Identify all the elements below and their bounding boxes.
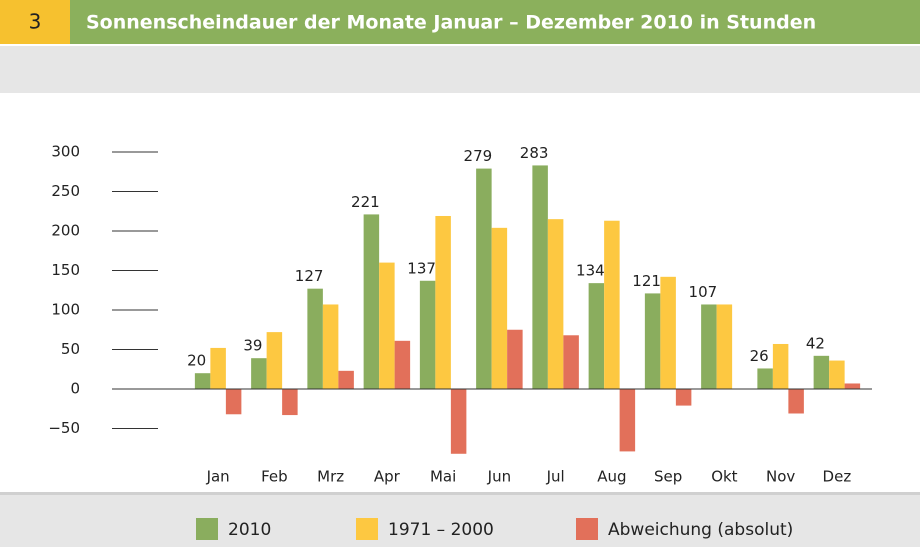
y-tick-label: 50 <box>61 340 80 358</box>
data-label: 42 <box>806 334 825 352</box>
legend-swatch <box>196 518 218 540</box>
bar <box>588 283 605 389</box>
chart-number: 3 <box>29 10 42 34</box>
bar <box>757 368 773 389</box>
bar <box>210 347 226 389</box>
bar <box>282 389 298 416</box>
bar <box>813 355 830 389</box>
bar <box>619 389 636 452</box>
x-tick-label: Jun <box>487 468 511 486</box>
bar <box>644 293 661 389</box>
bar <box>772 343 789 389</box>
bar <box>266 332 283 389</box>
data-label: 20 <box>187 352 206 370</box>
legend-swatch <box>576 518 598 540</box>
bar <box>563 335 579 389</box>
legend-label: 1971 – 2000 <box>388 520 494 540</box>
bar <box>532 165 548 389</box>
x-tick-label: Okt <box>711 468 737 486</box>
bar <box>322 304 339 389</box>
y-tick-label: 0 <box>70 380 80 398</box>
bar <box>476 168 492 389</box>
data-label: 26 <box>750 347 769 365</box>
subheader-band <box>0 46 920 93</box>
data-label: 221 <box>351 193 380 211</box>
y-tick-label: −50 <box>48 419 80 437</box>
y-tick-label: 100 <box>51 301 80 319</box>
legend-band-border <box>0 492 920 495</box>
data-label: 39 <box>243 337 262 355</box>
legend-swatch <box>356 518 378 540</box>
x-tick-label: Nov <box>766 468 795 486</box>
bar <box>660 276 676 389</box>
bar <box>701 304 717 389</box>
data-label: 283 <box>520 144 549 162</box>
bar <box>788 389 804 414</box>
bar <box>435 215 451 389</box>
bar <box>338 370 354 389</box>
data-label: 107 <box>689 283 718 301</box>
x-tick-label: Jul <box>546 468 565 486</box>
data-label: 279 <box>464 147 493 165</box>
y-tick-label: 200 <box>51 222 80 240</box>
title-bar <box>70 0 920 44</box>
x-tick-label: Apr <box>374 468 401 486</box>
x-tick-label: Sep <box>654 468 682 486</box>
x-tick-label: Mai <box>430 468 456 486</box>
bar <box>363 214 380 389</box>
x-tick-label: Dez <box>823 468 852 486</box>
bar <box>450 389 467 454</box>
bar <box>844 383 861 389</box>
bar <box>194 373 211 389</box>
bar <box>829 360 845 389</box>
bar <box>716 304 733 389</box>
x-tick-label: Feb <box>261 468 288 486</box>
bar <box>507 329 523 389</box>
bar <box>675 389 692 406</box>
legend-label: Abweichung (absolut) <box>608 520 793 540</box>
y-tick-label: 150 <box>51 261 80 279</box>
bar <box>379 262 395 389</box>
data-label: 137 <box>407 259 436 277</box>
legend-band <box>0 492 920 547</box>
y-tick-label: 250 <box>51 182 80 200</box>
bar <box>225 389 242 415</box>
y-tick-label: 300 <box>51 143 80 161</box>
bar <box>419 280 436 389</box>
data-label: 127 <box>295 267 324 285</box>
x-tick-label: Mrz <box>317 468 344 486</box>
bar <box>491 227 508 389</box>
x-tick-label: Jan <box>206 468 230 486</box>
bar <box>394 340 411 389</box>
data-label: 121 <box>632 272 661 290</box>
legend-label: 2010 <box>228 520 271 540</box>
bar <box>307 288 323 389</box>
number-box <box>0 0 70 44</box>
chart-title: Sonnenscheindauer der Monate Januar – De… <box>86 12 816 34</box>
data-label: 134 <box>576 262 605 280</box>
bar <box>547 219 564 389</box>
bar <box>251 358 267 389</box>
x-tick-label: Aug <box>597 468 626 486</box>
bar <box>604 220 620 389</box>
